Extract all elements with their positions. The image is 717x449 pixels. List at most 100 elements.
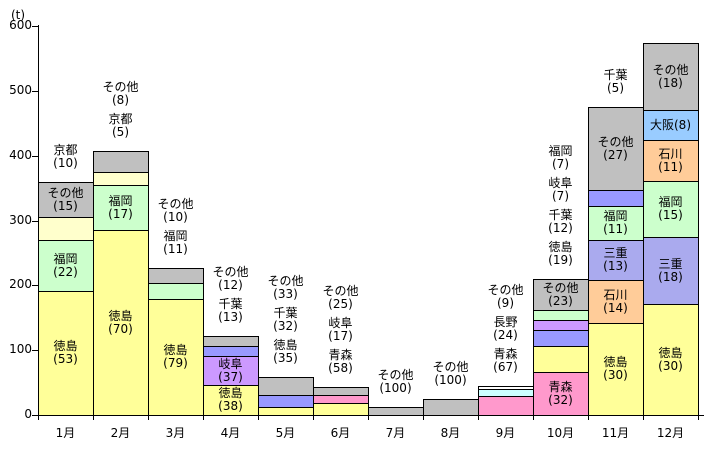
- bar-segment-その他: [588, 107, 644, 191]
- month-label-3月: 3月: [165, 426, 186, 440]
- segment-label-青森: 青森 (32): [548, 380, 573, 407]
- segment-label-大阪: 大阪(8): [650, 118, 691, 132]
- bar-segment-三重: [588, 240, 644, 281]
- segment-label-福岡: 福岡 (17): [108, 194, 133, 221]
- month-label-4月: 4月: [220, 426, 241, 440]
- bar-segment-その他: [313, 387, 369, 396]
- bar-segment-千葉: [533, 330, 589, 347]
- y-tick-mark: [32, 156, 38, 157]
- y-tick-label: 500: [9, 83, 32, 97]
- segment-label-その他: その他 (15): [47, 186, 84, 213]
- segment-label-その他: その他 (10): [157, 197, 194, 224]
- y-tick-mark: [32, 285, 38, 286]
- y-tick-mark: [32, 91, 38, 92]
- x-tick-mark: [38, 415, 39, 420]
- bar-segment-その他: [93, 151, 149, 173]
- x-tick-mark: [478, 415, 479, 420]
- segment-label-徳島: 徳島 (38): [218, 386, 243, 413]
- month-label-6月: 6月: [330, 426, 351, 440]
- segment-label-京都: 京都 (10): [53, 143, 78, 170]
- segment-label-青森: 青森 (67): [493, 347, 518, 374]
- segment-label-長野: 長野 (24): [493, 315, 518, 342]
- y-axis-unit-label: (t): [11, 8, 26, 22]
- segment-label-青森: 青森 (58): [328, 348, 353, 375]
- segment-label-その他: その他 (8): [102, 80, 139, 107]
- bar-segment-その他: [258, 377, 314, 396]
- segment-label-その他: その他 (23): [542, 281, 579, 308]
- segment-label-徳島: 徳島 (70): [108, 309, 133, 336]
- segment-label-福岡: 福岡 (22): [53, 252, 78, 279]
- bar-segment-その他: [38, 182, 94, 218]
- segment-label-千葉: 千葉 (5): [603, 68, 628, 95]
- segment-label-その他: その他 (18): [652, 63, 689, 90]
- segment-label-石川: 石川 (14): [603, 288, 628, 315]
- bar-segment-その他: [643, 43, 699, 111]
- x-tick-mark: [93, 415, 94, 420]
- bar-segment-その他: [203, 336, 259, 347]
- segment-label-福岡: 福岡 (15): [658, 195, 683, 222]
- month-label-12月: 12月: [656, 426, 685, 440]
- bar-segment-京都: [38, 217, 94, 241]
- segment-label-岐阜: 岐阜 (37): [218, 357, 243, 384]
- segment-label-三重: 三重 (18): [658, 257, 683, 284]
- x-tick-mark: [258, 415, 259, 420]
- bar-segment-岐阜: [203, 356, 259, 386]
- bar-segment-大阪: [643, 110, 699, 141]
- segment-label-石川: 石川 (11): [658, 147, 683, 174]
- segment-label-福岡: 福岡 (11): [163, 229, 188, 256]
- bar-segment-青森: [313, 403, 369, 416]
- x-tick-mark: [148, 415, 149, 420]
- bar-segment-徳島: [93, 230, 149, 416]
- segment-label-千葉: 千葉 (32): [273, 306, 298, 333]
- bar-segment-三重: [643, 237, 699, 305]
- month-label-1月: 1月: [55, 426, 76, 440]
- bar-segment-福岡: [643, 181, 699, 238]
- x-tick-mark: [533, 415, 534, 420]
- month-label-8月: 8月: [440, 426, 461, 440]
- segment-label-福岡: 福岡 (7): [548, 144, 573, 171]
- bar-segment-その他: [533, 279, 589, 311]
- bar-segment-徳島: [258, 407, 314, 416]
- bar-segment-その他: [478, 386, 534, 390]
- y-tick-label: 400: [9, 148, 32, 162]
- segment-label-その他: その他 (100): [432, 360, 469, 387]
- segment-label-その他: その他 (12): [212, 265, 249, 292]
- month-label-10月: 10月: [546, 426, 575, 440]
- y-tick-mark: [32, 26, 38, 27]
- bar-segment-岐阜: [533, 320, 589, 331]
- x-tick-mark: [313, 415, 314, 420]
- segment-label-徳島: 徳島 (35): [273, 338, 298, 365]
- segment-label-その他: その他 (27): [597, 135, 634, 162]
- x-tick-mark: [588, 415, 589, 420]
- segment-label-福岡: 福岡 (11): [603, 209, 628, 236]
- y-tick-label: 600: [9, 18, 32, 32]
- month-label-9月: 9月: [495, 426, 516, 440]
- bar-segment-長野: [478, 389, 534, 397]
- bar-segment-徳島: [533, 346, 589, 373]
- y-tick-mark: [32, 415, 38, 416]
- segment-label-徳島: 徳島 (19): [548, 240, 573, 267]
- y-tick-label: 0: [24, 407, 32, 421]
- y-tick-label: 100: [9, 342, 32, 356]
- segment-label-その他: その他 (25): [322, 284, 359, 311]
- bar-segment-石川: [588, 280, 644, 324]
- bar-segment-千葉: [258, 395, 314, 408]
- bar-segment-福岡: [533, 310, 589, 321]
- segment-label-三重: 三重 (13): [603, 246, 628, 273]
- bar-segment-京都: [93, 172, 149, 186]
- x-tick-mark: [368, 415, 369, 420]
- bar-segment-その他: [368, 407, 424, 416]
- month-label-5月: 5月: [275, 426, 296, 440]
- segment-label-京都: 京都 (5): [108, 112, 133, 139]
- x-tick-mark: [423, 415, 424, 420]
- y-tick-label: 200: [9, 277, 32, 291]
- x-tick-mark: [643, 415, 644, 420]
- month-label-11月: 11月: [601, 426, 630, 440]
- segment-label-その他: その他 (9): [487, 283, 524, 310]
- x-tick-mark: [203, 415, 204, 420]
- segment-label-徳島: 徳島 (53): [53, 339, 78, 366]
- segment-label-千葉: 千葉 (12): [548, 208, 573, 235]
- segment-label-徳島: 徳島 (30): [658, 346, 683, 373]
- segment-label-岐阜: 岐阜 (17): [328, 316, 353, 343]
